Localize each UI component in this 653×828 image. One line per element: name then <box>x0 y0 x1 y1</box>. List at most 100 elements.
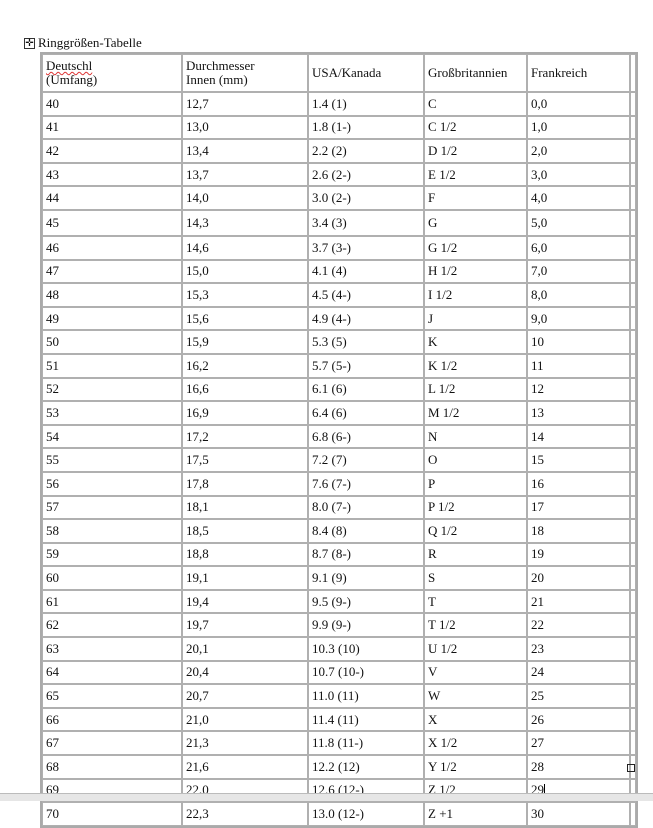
table-cell[interactable]: 17 <box>527 495 630 520</box>
table-cell[interactable]: 18,1 <box>182 495 308 520</box>
table-cell[interactable]: 18,8 <box>182 542 308 567</box>
empty-cell[interactable] <box>630 54 636 92</box>
table-cell[interactable]: V <box>424 660 527 685</box>
table-resize-handle[interactable] <box>627 764 635 772</box>
table-cell[interactable]: 65 <box>42 684 182 708</box>
table-cell[interactable]: 22 <box>527 613 630 638</box>
table-cell[interactable]: 10.7 (10-) <box>308 660 424 685</box>
table-cell[interactable]: 60 <box>42 566 182 590</box>
table-cell[interactable]: 11.8 (11-) <box>308 731 424 756</box>
table-cell[interactable]: N <box>424 424 527 449</box>
empty-cell[interactable] <box>630 401 636 425</box>
table-cell[interactable]: 9.9 (9-) <box>308 613 424 638</box>
empty-cell[interactable] <box>630 283 636 307</box>
table-cell[interactable]: 17,8 <box>182 471 308 496</box>
table-cell[interactable]: 3.7 (3-) <box>308 235 424 260</box>
table-cell[interactable]: 1,0 <box>527 115 630 140</box>
table-cell[interactable]: 17,2 <box>182 424 308 449</box>
table-cell[interactable]: 13,4 <box>182 139 308 163</box>
empty-cell[interactable] <box>630 589 636 614</box>
table-cell[interactable]: 4.9 (4-) <box>308 306 424 331</box>
table-cell[interactable]: 11.0 (11) <box>308 684 424 708</box>
table-cell[interactable]: 56 <box>42 471 182 496</box>
table-cell[interactable]: 6.4 (6) <box>308 401 424 425</box>
table-cell[interactable]: 45 <box>42 209 182 236</box>
table-cell[interactable]: 15 <box>527 448 630 472</box>
table-cell[interactable]: 17,5 <box>182 448 308 472</box>
table-cell[interactable]: 7.6 (7-) <box>308 471 424 496</box>
table-cell[interactable]: 5.3 (5) <box>308 330 424 354</box>
table-cell[interactable]: 46 <box>42 235 182 260</box>
table-cell[interactable]: 19,4 <box>182 589 308 614</box>
table-cell[interactable]: 15,3 <box>182 283 308 307</box>
table-cell[interactable]: 9,0 <box>527 306 630 331</box>
table-cell[interactable]: 50 <box>42 330 182 354</box>
table-cell[interactable]: 20,7 <box>182 684 308 708</box>
empty-cell[interactable] <box>630 186 636 210</box>
table-cell[interactable]: 40 <box>42 92 182 116</box>
table-cell[interactable]: 14,6 <box>182 235 308 260</box>
empty-cell[interactable] <box>630 209 636 236</box>
table-cell[interactable]: 3.4 (3) <box>308 209 424 236</box>
empty-cell[interactable] <box>630 755 636 779</box>
table-cell[interactable]: 7.2 (7) <box>308 448 424 472</box>
table-cell[interactable]: O <box>424 448 527 472</box>
table-cell[interactable]: 20 <box>527 566 630 590</box>
table-cell[interactable]: 5,0 <box>527 209 630 236</box>
column-header[interactable]: Großbritannien <box>424 54 527 92</box>
table-cell[interactable]: W <box>424 684 527 708</box>
table-cell[interactable]: 8,0 <box>527 283 630 307</box>
table-cell[interactable]: 70 <box>42 802 182 826</box>
table-cell[interactable]: 15,6 <box>182 306 308 331</box>
table-cell[interactable]: 13,0 <box>182 115 308 140</box>
table-cell[interactable]: 0,0 <box>527 92 630 116</box>
table-cell[interactable]: 2,0 <box>527 139 630 163</box>
table-cell[interactable]: 14,0 <box>182 186 308 210</box>
table-cell[interactable]: 6,0 <box>527 235 630 260</box>
column-header[interactable]: Durchmesser Innen (mm) <box>182 54 308 92</box>
table-cell[interactable]: 7,0 <box>527 259 630 284</box>
table-cell[interactable]: Y 1/2 <box>424 755 527 779</box>
table-cell[interactable]: 22,3 <box>182 802 308 826</box>
table-cell[interactable]: 19,1 <box>182 566 308 590</box>
table-cell[interactable]: G 1/2 <box>424 235 527 260</box>
table-cell[interactable]: 9.1 (9) <box>308 566 424 590</box>
table-cell[interactable]: 4.5 (4-) <box>308 283 424 307</box>
table-cell[interactable]: 15,0 <box>182 259 308 284</box>
table-cell[interactable]: 21,6 <box>182 755 308 779</box>
table-cell[interactable]: 48 <box>42 283 182 307</box>
table-cell[interactable]: 53 <box>42 401 182 425</box>
table-cell[interactable]: M 1/2 <box>424 401 527 425</box>
table-cell[interactable]: 16,9 <box>182 401 308 425</box>
empty-cell[interactable] <box>630 115 636 140</box>
table-cell[interactable]: 8.7 (8-) <box>308 542 424 567</box>
table-cell[interactable]: 57 <box>42 495 182 520</box>
empty-cell[interactable] <box>630 542 636 567</box>
table-cell[interactable]: G <box>424 209 527 236</box>
table-cell[interactable]: U 1/2 <box>424 637 527 661</box>
table-cell[interactable]: 58 <box>42 519 182 543</box>
empty-cell[interactable] <box>630 495 636 520</box>
table-cell[interactable]: 55 <box>42 448 182 472</box>
table-cell[interactable]: 12,7 <box>182 92 308 116</box>
table-cell[interactable]: 16,2 <box>182 353 308 378</box>
empty-cell[interactable] <box>630 424 636 449</box>
table-cell[interactable]: 42 <box>42 139 182 163</box>
table-cell[interactable]: J <box>424 306 527 331</box>
table-cell[interactable]: H 1/2 <box>424 259 527 284</box>
table-cell[interactable]: K <box>424 330 527 354</box>
table-cell[interactable]: 41 <box>42 115 182 140</box>
empty-cell[interactable] <box>630 613 636 638</box>
empty-cell[interactable] <box>630 448 636 472</box>
empty-cell[interactable] <box>630 707 636 732</box>
table-cell[interactable]: 13.0 (12-) <box>308 802 424 826</box>
table-cell[interactable]: 12.2 (12) <box>308 755 424 779</box>
column-header[interactable]: USA/Kanada <box>308 54 424 92</box>
table-cell[interactable]: 23 <box>527 637 630 661</box>
table-cell[interactable]: 28 <box>527 755 630 779</box>
table-cell[interactable]: 25 <box>527 684 630 708</box>
table-cell[interactable]: 2.2 (2) <box>308 139 424 163</box>
table-cell[interactable]: 30 <box>527 802 630 826</box>
table-cell[interactable]: 14,3 <box>182 209 308 236</box>
column-header[interactable]: Frankreich <box>527 54 630 92</box>
